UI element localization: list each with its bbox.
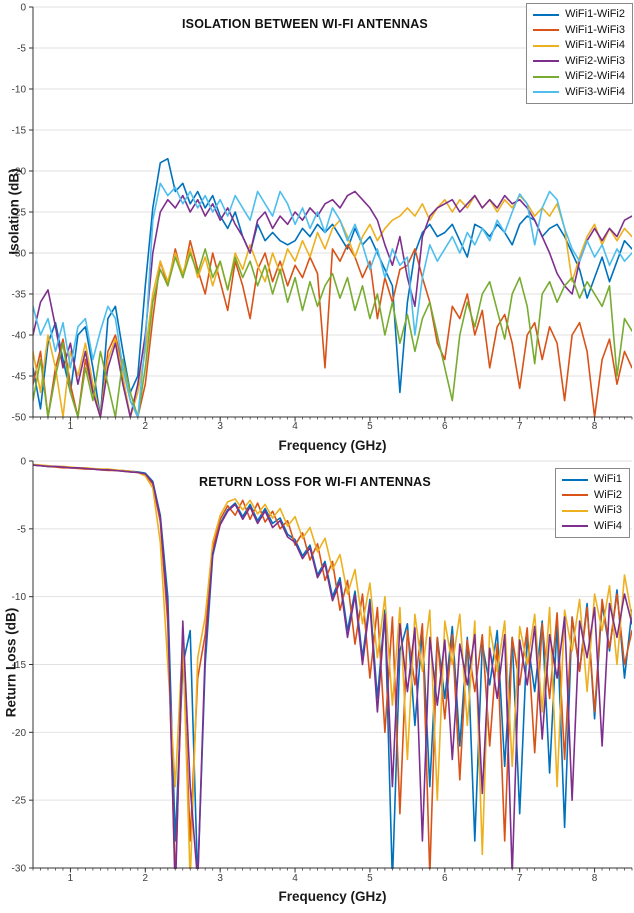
chart-0-axes: 1 2 3 4 5 6 7 8 0 -5 -10 -15 -20 -25 -30 -35 -40 -45 -50 bbox=[12, 3, 633, 432]
x-tick-label: 7 bbox=[517, 421, 523, 432]
y-tick-label: -5 bbox=[17, 524, 26, 535]
series-line-WiFi3-WiFi4 bbox=[33, 182, 632, 418]
y-tick-label: -40 bbox=[12, 331, 27, 342]
y-tick-label: -15 bbox=[12, 126, 27, 137]
legend-label: WiFi2-WiFi3 bbox=[565, 54, 625, 67]
series-line-WiFi1 bbox=[33, 464, 632, 869]
y-tick-label: -30 bbox=[12, 864, 27, 875]
return-loss-legend: WiFi1 WiFi2 WiFi3 WiFi4 bbox=[554, 468, 630, 538]
legend-line-swatch bbox=[533, 44, 560, 47]
legend-item: WiFi2-WiFi4 bbox=[533, 69, 625, 85]
legend-label: WiFi3-WiFi4 bbox=[565, 85, 625, 98]
chart-1-axes: 1 2 3 4 5 6 7 8 0 -5 -10 -15 -20 -25 -30 bbox=[12, 457, 633, 884]
y-tick-label: -20 bbox=[12, 167, 27, 178]
return-loss-y-axis-label: Return Loss (dB) bbox=[3, 607, 19, 718]
legend-label: WiFi3 bbox=[593, 504, 622, 517]
legend-item: WiFi3 bbox=[561, 503, 622, 519]
x-tick-label: 5 bbox=[367, 873, 373, 884]
legend-label: WiFi1 bbox=[593, 473, 622, 486]
legend-item: WiFi3-WiFi4 bbox=[533, 85, 625, 101]
y-tick-label: -10 bbox=[12, 592, 27, 603]
return-loss-x-axis-label: Frequency (GHz) bbox=[278, 889, 387, 904]
y-tick-label: -50 bbox=[12, 413, 27, 424]
legend-item: WiFi1-WiFi3 bbox=[533, 23, 625, 39]
legend-line-swatch bbox=[561, 525, 588, 528]
chart-0-series bbox=[33, 157, 632, 418]
x-tick-label: 8 bbox=[592, 873, 598, 884]
y-tick-label: 0 bbox=[20, 457, 26, 468]
y-tick-label: -25 bbox=[12, 208, 27, 219]
y-tick-label: -20 bbox=[12, 728, 27, 739]
x-tick-label: 3 bbox=[217, 873, 223, 884]
legend-label: WiFi1-WiFi2 bbox=[565, 8, 625, 21]
legend-label: WiFi1-WiFi3 bbox=[565, 23, 625, 36]
chart-1-series bbox=[33, 463, 632, 869]
y-tick-label: -10 bbox=[12, 85, 27, 96]
x-tick-label: 6 bbox=[442, 873, 448, 884]
x-tick-label: 8 bbox=[592, 421, 598, 432]
return-loss-chart-title: RETURN LOSS FOR WI-FI ANTENNAS bbox=[199, 475, 431, 489]
isolation-chart-title: ISOLATION BETWEEN WI-FI ANTENNAS bbox=[182, 17, 428, 31]
y-tick-label: -30 bbox=[12, 249, 27, 260]
legend-item: WiFi2 bbox=[561, 488, 622, 504]
legend-line-swatch bbox=[533, 29, 560, 32]
x-tick-label: 2 bbox=[143, 421, 149, 432]
series-line-WiFi2-WiFi4 bbox=[33, 248, 632, 418]
legend-item: WiFi4 bbox=[561, 519, 622, 535]
y-tick-label: -35 bbox=[12, 290, 27, 301]
legend-label: WiFi2-WiFi4 bbox=[565, 70, 625, 83]
legend-item: WiFi1-WiFi4 bbox=[533, 38, 625, 54]
legend-label: WiFi2 bbox=[593, 488, 622, 501]
series-line-WiFi4 bbox=[33, 464, 632, 869]
legend-line-swatch bbox=[533, 75, 560, 78]
legend-line-swatch bbox=[561, 478, 588, 481]
legend-line-swatch bbox=[561, 494, 588, 497]
y-tick-label: 0 bbox=[20, 3, 26, 14]
legend-item: WiFi1 bbox=[561, 472, 622, 488]
legend-item: WiFi1-WiFi2 bbox=[533, 7, 625, 23]
x-tick-label: 1 bbox=[68, 873, 74, 884]
x-tick-label: 4 bbox=[292, 873, 298, 884]
legend-item: WiFi2-WiFi3 bbox=[533, 54, 625, 70]
x-tick-label: 2 bbox=[143, 873, 149, 884]
x-tick-label: 1 bbox=[68, 421, 74, 432]
legend-label: WiFi1-WiFi4 bbox=[565, 39, 625, 52]
series-line-WiFi2 bbox=[33, 464, 632, 869]
x-tick-label: 5 bbox=[367, 421, 373, 432]
series-line-WiFi1-WiFi2 bbox=[33, 157, 632, 418]
x-tick-label: 6 bbox=[442, 421, 448, 432]
isolation-legend: WiFi1-WiFi2 WiFi1-WiFi3 WiFi1-WiFi4 WiFi2-W… bbox=[526, 3, 633, 104]
legend-label: WiFi4 bbox=[593, 519, 622, 532]
x-tick-label: 4 bbox=[292, 421, 298, 432]
legend-line-swatch bbox=[533, 91, 560, 94]
x-tick-label: 7 bbox=[517, 873, 523, 884]
y-tick-label: -15 bbox=[12, 660, 27, 671]
isolation-x-axis-label: Frequency (GHz) bbox=[278, 438, 387, 453]
y-tick-label: -5 bbox=[17, 44, 26, 55]
x-tick-label: 3 bbox=[217, 421, 223, 432]
isolation-y-axis-label: Isolation (dB) bbox=[6, 168, 22, 255]
y-tick-label: -45 bbox=[12, 372, 27, 383]
legend-line-swatch bbox=[533, 60, 560, 63]
legend-line-swatch bbox=[533, 13, 560, 16]
series-line-WiFi3 bbox=[33, 463, 632, 869]
legend-line-swatch bbox=[561, 509, 588, 512]
series-line-WiFi1-WiFi3 bbox=[33, 239, 632, 418]
chart-0-gridlines bbox=[33, 6, 632, 377]
y-tick-label: -25 bbox=[12, 796, 27, 807]
